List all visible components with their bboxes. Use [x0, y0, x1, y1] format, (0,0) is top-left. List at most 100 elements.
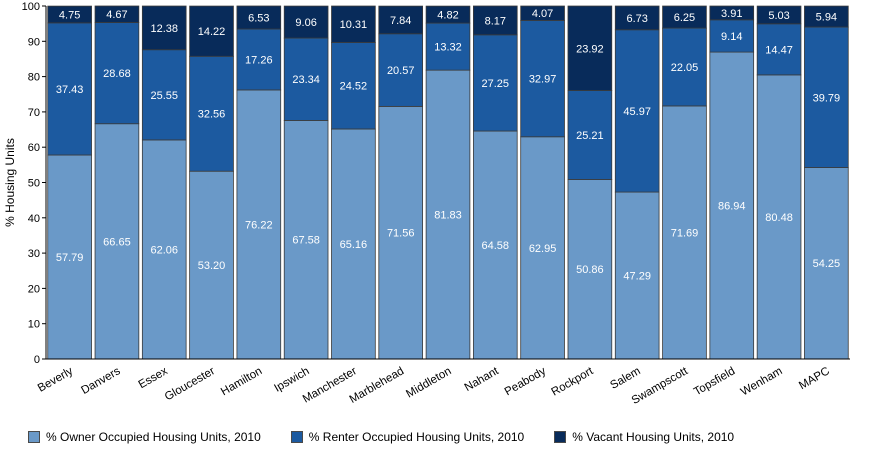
legend-label-owner: % Owner Occupied Housing Units, 2010 — [46, 430, 261, 444]
data-label: 39.79 — [813, 92, 841, 104]
bar-group: 50.86 25.21 23.92 — [567, 5, 613, 360]
data-label: 65.16 — [340, 239, 368, 251]
y-tick-label: 10 — [28, 319, 40, 331]
bar-segment — [567, 5, 613, 91]
data-label: 45.97 — [623, 106, 651, 118]
data-label: 71.69 — [671, 227, 699, 239]
data-label: 25.21 — [576, 130, 604, 142]
bar-segment — [709, 5, 755, 21]
bar-segment — [94, 22, 140, 125]
bar-group: 81.83 13.32 4.82 — [425, 5, 471, 360]
bar-segment — [236, 28, 282, 91]
data-label: 71.56 — [387, 228, 415, 240]
bar-segment — [141, 49, 187, 141]
legend-swatch-renter — [290, 431, 303, 443]
bar-group: 57.79 37.43 4.75 — [47, 5, 92, 360]
data-label: 62.06 — [150, 244, 178, 256]
bar-segment — [425, 5, 471, 24]
legend: % Owner Occupied Housing Units, 2010 % R… — [28, 430, 764, 444]
y-axis: 0 10 20 30 40 50 60 70 80 90 100 — [22, 1, 47, 366]
x-tick-label: Beverly — [36, 365, 75, 395]
bar-segment — [662, 105, 707, 360]
bar-segment — [283, 5, 329, 39]
data-label: 4.07 — [532, 8, 553, 20]
bar-segment — [804, 167, 849, 360]
bar-segment — [236, 5, 282, 30]
bar-group: 71.69 22.05 6.25 — [662, 5, 707, 360]
data-label: 12.38 — [150, 23, 178, 35]
bar-segment — [378, 33, 424, 107]
bar-group: 54.25 39.79 5.94 — [804, 5, 849, 360]
y-tick-label: 40 — [28, 213, 40, 225]
bar-segment — [662, 27, 707, 107]
data-label: 25.55 — [150, 90, 178, 102]
y-axis-title: % Housing Units — [3, 138, 17, 227]
bar-segment — [94, 5, 140, 23]
x-tick-label: Salem — [608, 365, 642, 392]
bar-group: 86.94 9.14 3.91 — [709, 5, 755, 360]
data-label: 22.05 — [671, 62, 699, 74]
data-label: 23.92 — [576, 43, 604, 55]
data-label: 64.58 — [482, 240, 510, 252]
bar-group: 53.20 32.56 14.22 — [189, 5, 234, 360]
data-label: 14.22 — [198, 26, 226, 38]
bar-segment — [189, 170, 234, 360]
y-tick-label: 20 — [28, 283, 40, 295]
data-label: 32.56 — [198, 109, 226, 121]
data-label: 10.31 — [340, 19, 368, 31]
data-label: 54.25 — [813, 258, 841, 270]
bar-segment — [520, 20, 565, 138]
bar-segment — [709, 19, 755, 53]
bar-group: 64.58 27.25 8.17 — [472, 5, 518, 360]
x-tick-label: MAPC — [797, 365, 832, 392]
stacked-bar-chart: 0 10 20 30 40 50 60 70 80 90 100 % Housing Units 5… — [3, 1, 850, 407]
x-tick-label: Middleton — [404, 365, 453, 400]
bar-segment — [804, 26, 849, 168]
y-tick-label: 30 — [28, 248, 40, 260]
x-tick-label: Peabody — [503, 365, 549, 398]
legend-label-renter: % Renter Occupied Housing Units, 2010 — [308, 430, 525, 444]
bar-group: 47.29 45.97 6.73 — [614, 5, 660, 360]
data-label: 62.95 — [529, 243, 557, 255]
bar-segment — [141, 139, 187, 360]
bar-group: 67.58 23.34 9.06 — [283, 5, 329, 360]
data-label: 3.91 — [721, 8, 742, 20]
data-label: 23.34 — [292, 74, 320, 86]
x-tick-label: Ipswich — [272, 365, 311, 395]
bar-segment — [756, 74, 802, 360]
y-tick-label: 100 — [22, 1, 40, 13]
data-label: 14.47 — [765, 44, 793, 56]
bar-segment — [378, 5, 424, 35]
data-label: 4.75 — [59, 9, 80, 21]
bar-segment — [520, 5, 565, 21]
bar-segment — [236, 89, 282, 360]
legend-item-vacant: % Vacant Housing Units, 2010 — [554, 430, 734, 444]
x-tick-label: Hamilton — [219, 365, 264, 398]
bar-segment — [141, 5, 187, 51]
data-label: 9.06 — [295, 17, 316, 29]
data-label: 6.53 — [248, 13, 269, 25]
data-label: 28.68 — [103, 68, 131, 80]
bar-segment — [662, 5, 707, 29]
bar-segment — [47, 5, 92, 24]
data-label: 24.52 — [340, 81, 368, 93]
bar-segment — [331, 42, 376, 130]
data-label: 86.94 — [718, 201, 746, 213]
data-label: 47.29 — [623, 271, 651, 283]
x-tick-label: Rockport — [550, 365, 597, 399]
bar-segment — [425, 22, 471, 71]
bar-group: 66.65 28.68 4.67 — [94, 5, 140, 360]
x-tick-label: Essex — [137, 365, 170, 391]
legend-item-owner: % Owner Occupied Housing Units, 2010 — [28, 430, 261, 444]
data-label: 8.17 — [485, 15, 506, 27]
data-label: 50.86 — [576, 264, 604, 276]
data-label: 20.57 — [387, 65, 415, 77]
y-tick-label: 80 — [28, 72, 40, 84]
bar-segment — [472, 5, 518, 36]
x-tick-label: Nahant — [463, 365, 502, 394]
bar-segment — [756, 5, 802, 25]
data-label: 7.84 — [390, 15, 411, 27]
bar-group: 62.95 32.97 4.07 — [520, 5, 565, 360]
bar-segment — [472, 130, 518, 360]
data-label: 27.25 — [482, 78, 510, 90]
